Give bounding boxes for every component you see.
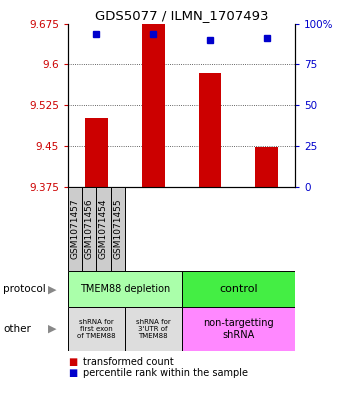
Text: shRNA for
first exon
of TMEM88: shRNA for first exon of TMEM88 xyxy=(77,319,116,339)
Bar xyxy=(199,73,221,187)
Text: transformed count: transformed count xyxy=(83,357,174,367)
Text: ■: ■ xyxy=(68,357,77,367)
Text: non-targetting
shRNA: non-targetting shRNA xyxy=(203,318,274,340)
Text: TMEM88 depletion: TMEM88 depletion xyxy=(80,284,170,294)
Text: GSM1071455: GSM1071455 xyxy=(113,198,122,259)
Bar xyxy=(125,307,182,351)
Text: ▶: ▶ xyxy=(49,324,57,334)
Text: ▶: ▶ xyxy=(49,284,57,294)
Bar xyxy=(142,24,165,187)
Text: shRNA for
3'UTR of
TMEM88: shRNA for 3'UTR of TMEM88 xyxy=(136,319,171,339)
Bar xyxy=(110,187,125,271)
Bar xyxy=(68,187,82,271)
Text: GSM1071454: GSM1071454 xyxy=(99,199,108,259)
Bar xyxy=(68,307,125,351)
Bar xyxy=(85,118,108,187)
Bar xyxy=(182,271,295,307)
Text: control: control xyxy=(219,284,258,294)
Bar xyxy=(97,187,110,271)
Text: GSM1071457: GSM1071457 xyxy=(71,198,80,259)
Text: protocol: protocol xyxy=(3,284,46,294)
Text: other: other xyxy=(3,324,31,334)
Text: ■: ■ xyxy=(68,368,77,378)
Title: GDS5077 / ILMN_1707493: GDS5077 / ILMN_1707493 xyxy=(95,9,268,22)
Bar xyxy=(255,147,278,187)
Bar xyxy=(182,307,295,351)
Bar xyxy=(82,187,97,271)
Text: percentile rank within the sample: percentile rank within the sample xyxy=(83,368,248,378)
Text: GSM1071456: GSM1071456 xyxy=(85,198,94,259)
Bar xyxy=(68,271,182,307)
